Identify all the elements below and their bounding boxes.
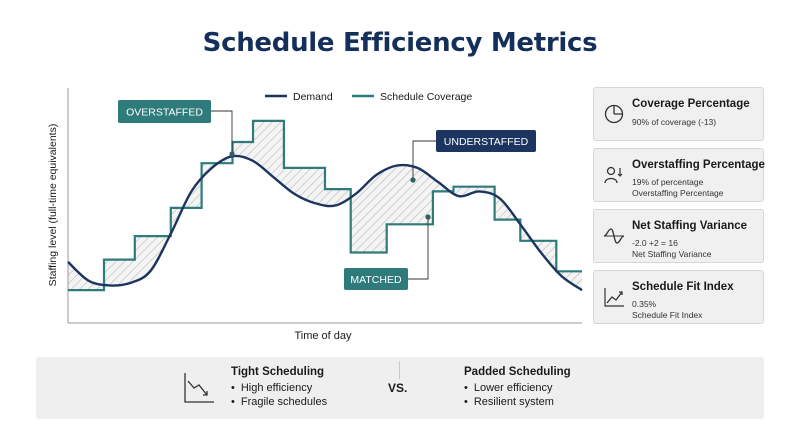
metric-card-net-variance: Net Staffing Variance -2.0 +2 = 16 Net S… — [593, 209, 764, 263]
metric-card-coverage: Coverage Percentage 90% of coverage (-13… — [593, 87, 764, 141]
trend-line-icon — [604, 288, 624, 307]
x-axis-label: Time of day — [294, 330, 352, 342]
metric-title: Coverage Percentage — [632, 98, 750, 110]
annotation-leader — [412, 140, 436, 180]
comparison-panel: Tight Scheduling High efficiency Fragile… — [36, 357, 764, 419]
comparison-item: Resilient system — [464, 395, 571, 409]
annotation-dot — [425, 214, 431, 220]
wave-variance-icon — [603, 228, 625, 244]
annotation-leader — [211, 110, 233, 154]
comparison-item: Lower efficiency — [464, 381, 571, 395]
person-arrows-icon — [604, 166, 623, 184]
legend-label-coverage: Schedule Coverage — [380, 91, 472, 103]
annotation-box — [344, 268, 408, 290]
metric-line: 0.35% — [632, 299, 657, 309]
metric-line: Net Staffing Variance — [632, 249, 712, 259]
padded-scheduling-column: Padded Scheduling Lower efficiency Resil… — [464, 366, 571, 409]
metric-line: Schedule Fit Index — [632, 310, 703, 320]
annotation-label: MATCHED — [350, 274, 402, 286]
metric-card-fit-index: Schedule Fit Index 0.35% Schedule Fit In… — [593, 270, 764, 324]
metric-title: Net Staffing Variance — [632, 220, 748, 232]
metric-line: 90% of coverage (-13) — [632, 117, 717, 127]
metric-card-overstaffing: Overstaffing Percentage 19% of percentag… — [593, 148, 765, 202]
metric-title: Overstaffing Percentage — [632, 159, 765, 171]
metric-line: 19% of percentage — [632, 177, 704, 187]
annotation-label: UNDERSTAFFED — [444, 136, 529, 148]
comparison-item: Fragile schedules — [231, 395, 327, 409]
page-title: Schedule Efficiency Metrics — [202, 28, 598, 58]
annotation-dot — [229, 151, 235, 157]
metrics-panel: Coverage Percentage 90% of coverage (-13… — [593, 87, 765, 331]
series-demand — [67, 154, 583, 292]
pie-chart-icon — [604, 104, 624, 124]
metric-line: -2.0 +2 = 16 — [632, 238, 678, 248]
comparison-item: High efficiency — [231, 381, 327, 395]
vs-label: VS. — [388, 381, 408, 395]
tight-scheduling-column: Tight Scheduling High efficiency Fragile… — [231, 366, 327, 409]
y-axis-label: Staffing level (full-time equivalents) — [47, 124, 59, 287]
comparison-title: Padded Scheduling — [464, 366, 571, 378]
annotation-dot — [410, 177, 416, 183]
metric-line: Overstaffing Percentage — [632, 188, 724, 198]
staffing-chart: Time of day Staffing level (full-time equ… — [47, 88, 583, 342]
series-schedule-coverage — [68, 119, 582, 292]
annotation-leader — [408, 217, 429, 280]
annotation-box — [118, 100, 211, 123]
legend-label-demand: Demand — [293, 91, 333, 103]
comparison-title: Tight Scheduling — [231, 366, 325, 378]
metric-title: Schedule Fit Index — [632, 281, 734, 293]
annotation-box — [436, 130, 536, 152]
downtrend-chart-icon — [184, 373, 214, 403]
annotation-label: OVERSTAFFED — [126, 107, 203, 119]
divider — [399, 361, 400, 379]
